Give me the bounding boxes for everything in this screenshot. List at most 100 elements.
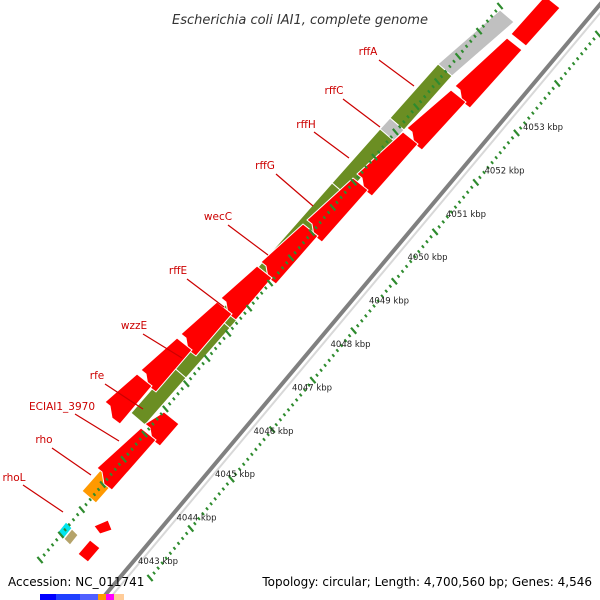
upper-tick bbox=[126, 452, 130, 457]
gene-label-leader bbox=[378, 59, 415, 87]
lower-tick bbox=[331, 353, 336, 358]
upper-tick bbox=[230, 326, 235, 331]
gene-label-leader bbox=[22, 484, 64, 513]
kbp-label: 4053 kbp bbox=[523, 123, 563, 133]
lower-tick bbox=[400, 269, 405, 274]
upper-tick bbox=[356, 175, 360, 180]
kbp-label: 4047 kbp bbox=[292, 383, 332, 393]
upper-tick bbox=[151, 422, 155, 426]
lower-tick bbox=[286, 407, 291, 412]
lower-tick bbox=[268, 425, 276, 434]
lower-tick bbox=[583, 46, 588, 51]
lower-tick bbox=[396, 274, 401, 279]
gene-rev-14[interactable] bbox=[77, 539, 101, 563]
lower-tick bbox=[563, 71, 568, 76]
genome-backbone bbox=[98, 1, 600, 600]
lower-tick bbox=[425, 239, 429, 244]
lower-tick bbox=[472, 178, 480, 187]
upper-tick bbox=[410, 109, 414, 114]
upper-tick bbox=[120, 455, 128, 464]
upper-tick bbox=[280, 266, 285, 270]
lower-tick bbox=[176, 541, 181, 546]
upper-tick bbox=[172, 396, 176, 401]
upper-tick bbox=[42, 553, 46, 557]
lower-tick bbox=[498, 150, 503, 155]
upper-tick bbox=[109, 472, 113, 477]
lower-tick bbox=[164, 556, 169, 561]
upper-tick bbox=[454, 52, 462, 61]
gene-label-rho[interactable]: rho bbox=[35, 434, 52, 446]
upper-tick bbox=[224, 329, 232, 338]
lower-tick bbox=[518, 126, 523, 130]
lower-tick bbox=[197, 516, 201, 521]
upper-tick bbox=[134, 442, 138, 447]
kbp-label: 4052 kbp bbox=[485, 166, 525, 176]
lower-tick bbox=[490, 160, 494, 165]
lower-tick bbox=[245, 457, 250, 462]
lower-tick bbox=[368, 309, 372, 313]
lower-tick bbox=[571, 61, 576, 66]
upper-tick bbox=[335, 200, 339, 205]
lower-tick bbox=[254, 447, 258, 452]
lower-tick bbox=[404, 264, 409, 269]
gene-label-wzzE[interactable]: wzzE bbox=[121, 320, 147, 332]
lower-tick bbox=[408, 259, 413, 264]
upper-tick bbox=[343, 190, 348, 195]
upper-tick bbox=[46, 548, 51, 552]
upper-tick bbox=[460, 49, 465, 54]
lower-tick bbox=[539, 101, 543, 106]
upper-tick bbox=[276, 271, 281, 275]
gene-label-rffG[interactable]: rffG bbox=[255, 160, 275, 172]
upper-tick bbox=[339, 195, 343, 200]
lower-tick bbox=[469, 185, 474, 190]
upper-tick bbox=[284, 260, 289, 265]
upper-tick bbox=[218, 341, 222, 346]
upper-tick bbox=[397, 125, 402, 129]
lower-tick bbox=[184, 531, 189, 536]
gene-label-rffH[interactable]: rffH bbox=[296, 119, 315, 131]
kbp-label: 4051 kbp bbox=[446, 210, 486, 220]
gene-label-rffE[interactable]: rffE bbox=[169, 265, 187, 277]
upper-tick bbox=[213, 346, 218, 351]
upper-tick bbox=[243, 311, 247, 316]
gene-labels: rffA rffC rffH rffG wecC rffE wzzE rfe ECIAI1_39… bbox=[2, 46, 415, 513]
upper-tick bbox=[167, 402, 172, 406]
upper-tick bbox=[78, 505, 86, 514]
lower-tick bbox=[535, 106, 539, 111]
lower-tick bbox=[343, 338, 348, 343]
upper-tick bbox=[402, 119, 406, 124]
gene-small-tan-feature[interactable] bbox=[63, 528, 79, 546]
gene-label-ECIAI1_3970[interactable]: ECIAI1_3970 bbox=[29, 401, 95, 413]
lower-tick bbox=[282, 412, 287, 417]
upper-tick bbox=[266, 279, 274, 287]
lower-tick bbox=[594, 30, 600, 38]
lower-tick bbox=[543, 96, 547, 101]
lower-tick bbox=[307, 383, 311, 387]
upper-tick bbox=[264, 286, 268, 290]
upper-tick bbox=[130, 447, 134, 452]
gene-rev-12[interactable] bbox=[96, 427, 157, 491]
lower-tick bbox=[323, 363, 327, 368]
gene-label-rffA[interactable]: rffA bbox=[359, 46, 379, 58]
upper-tick bbox=[431, 84, 435, 89]
upper-tick bbox=[329, 203, 337, 212]
gene-label-rhoL[interactable]: rhoL bbox=[2, 472, 25, 484]
lower-tick bbox=[258, 442, 262, 447]
gene-label-wecC[interactable]: wecC bbox=[204, 211, 232, 223]
gene-label-rfe[interactable]: rfe bbox=[90, 370, 104, 382]
lower-tick bbox=[327, 358, 331, 363]
gene-rev-1[interactable] bbox=[510, 0, 561, 47]
upper-tick bbox=[251, 301, 256, 306]
lower-tick bbox=[431, 228, 439, 236]
lower-tick bbox=[262, 437, 266, 442]
gene-rev-13[interactable] bbox=[93, 519, 113, 535]
upper-tick bbox=[272, 276, 276, 280]
lower-tick bbox=[315, 373, 319, 378]
lower-tick bbox=[290, 403, 295, 407]
upper-tick bbox=[422, 94, 427, 99]
lower-tick bbox=[225, 482, 230, 486]
gene-label-rffC[interactable]: rffC bbox=[325, 85, 344, 97]
upper-tick bbox=[489, 14, 494, 18]
gene-rfe-feature[interactable] bbox=[130, 365, 187, 426]
